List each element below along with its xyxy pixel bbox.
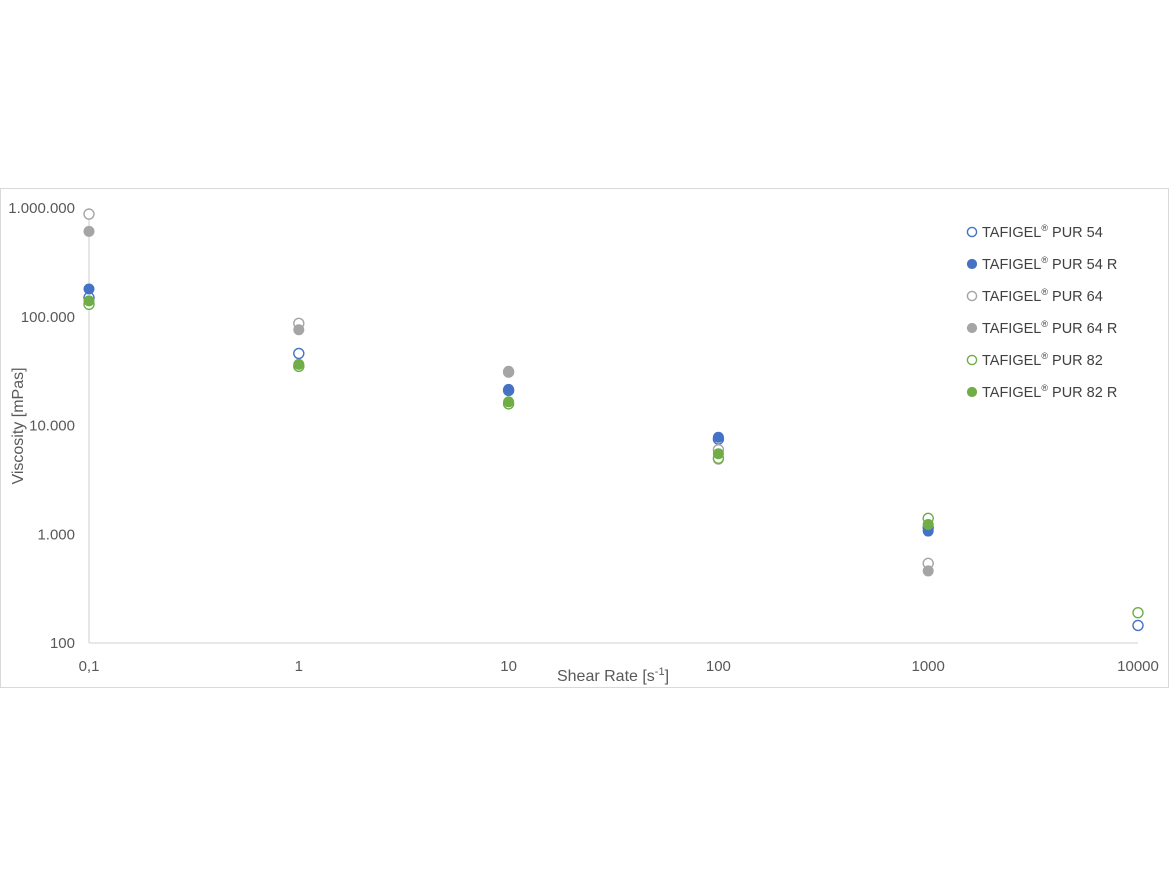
legend-label: TAFIGEL® PUR 64 R [982,319,1117,337]
legend-item: TAFIGEL® PUR 54 [966,223,1103,241]
data-points [83,208,1144,632]
legend-marker [966,258,978,270]
x-tick-label: 100 [706,658,731,675]
data-point-series-6 [83,295,95,307]
data-point-series-4 [503,365,515,377]
x-tick-label: 1000 [912,658,945,675]
data-point-series-4 [293,324,305,336]
data-point-series-2 [712,431,724,443]
y-axis-title: Viscosity [mPas] [10,367,27,484]
legend-marker [966,386,978,398]
data-point-series-4 [83,225,95,237]
x-tick-label: 10000 [1117,658,1159,675]
legend: TAFIGEL® PUR 54 TAFIGEL® PUR 54 R TAFIGEL®… [966,223,1117,401]
y-tick-label: 100.000 [21,309,75,326]
x-axis-title: Shear Rate [s-1] [557,666,669,685]
chart-container: 100 1.000 10.000 100.000 1.000.000 0,1 1 10 100… [0,188,1169,688]
y-tick-label: 100 [50,635,75,652]
data-point-series-1 [293,347,305,360]
legend-item: TAFIGEL® PUR 64 R [966,319,1117,337]
legend-label: TAFIGEL® PUR 82 [982,351,1103,369]
x-tick-labels: 0,1 1 10 100 1000 10000 [79,658,1159,675]
y-tick-label: 1.000 [37,526,75,543]
y-tick-labels: 100 1.000 10.000 100.000 1.000.000 [8,200,75,652]
data-point-series-6 [293,358,305,370]
x-tick-label: 0,1 [79,658,100,675]
data-point-series-1 [1132,619,1144,632]
data-point-series-5 [1132,606,1144,619]
data-point-series-6 [922,518,934,530]
y-tick-label: 10.000 [29,418,75,435]
data-point-series-3 [83,208,95,220]
legend-marker [966,322,978,334]
legend-label: TAFIGEL® PUR 64 [982,287,1103,305]
axes [88,208,1138,644]
legend-label: TAFIGEL® PUR 54 [982,223,1103,241]
scatter-chart: 100 1.000 10.000 100.000 1.000.000 0,1 1 10 100… [8,200,1159,685]
data-point-series-4 [922,565,934,577]
data-point-series-6 [712,448,724,460]
legend-item: TAFIGEL® PUR 82 [966,351,1103,369]
y-tick-label: 1.000.000 [8,200,75,217]
data-point-series-6 [503,396,515,408]
legend-marker [966,354,978,366]
legend-item: TAFIGEL® PUR 54 R [966,255,1117,273]
legend-item: TAFIGEL® PUR 82 R [966,383,1117,401]
x-tick-label: 1 [295,658,303,675]
legend-label: TAFIGEL® PUR 54 R [982,255,1117,273]
x-tick-label: 10 [500,658,517,675]
legend-label: TAFIGEL® PUR 82 R [982,383,1117,401]
data-point-series-2 [83,283,95,295]
legend-item: TAFIGEL® PUR 64 [966,287,1103,305]
legend-marker [966,226,978,238]
data-point-series-2 [503,383,515,395]
legend-marker [966,290,978,302]
